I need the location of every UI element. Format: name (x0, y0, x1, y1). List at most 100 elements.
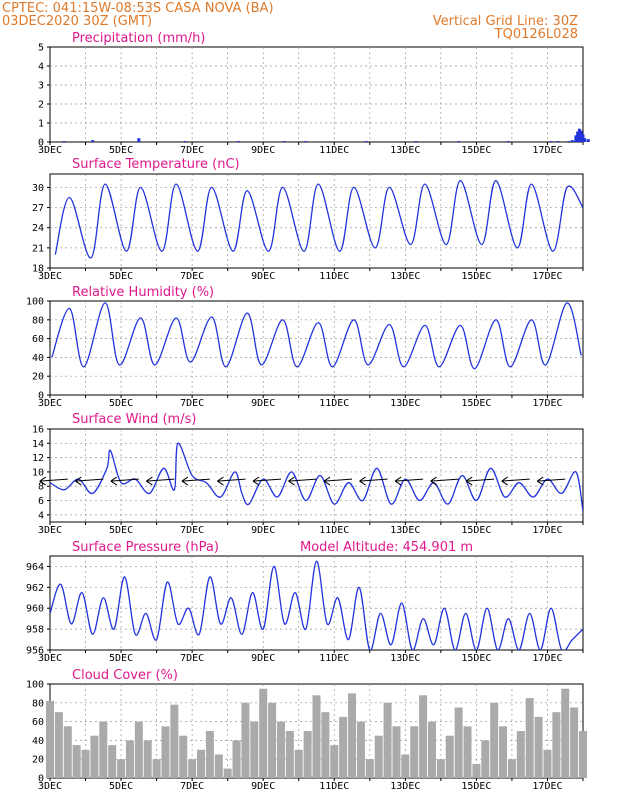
cloud-bar (490, 702, 499, 778)
pres-frame (49, 555, 584, 651)
cloud-bar (383, 702, 392, 778)
wind-ytick-label: 4 (38, 510, 44, 521)
wind-ytick-label: 10 (32, 467, 44, 478)
cloud-bar (72, 745, 81, 778)
cloud-bar (427, 721, 436, 778)
header-grid-line: Vertical Grid Line: 30Z (433, 14, 578, 29)
cloud-bar (99, 721, 108, 778)
cloud-bar (579, 731, 587, 778)
rh-xtick-label: 15DEC (461, 398, 491, 409)
wind-arrow-shaft (466, 478, 495, 482)
wind-arrow-head (465, 476, 473, 486)
wind-arrow-head (536, 476, 544, 486)
wind-arrow-shaft (288, 478, 317, 482)
cloud-bar (54, 712, 63, 778)
wind-xtick-label: 17DEC (532, 525, 562, 536)
temp-title: Surface Temperature (nC) (72, 157, 240, 172)
wind-arrow-head (217, 476, 224, 486)
precip-bar (91, 140, 95, 142)
wind-arrow-head (39, 476, 47, 486)
wind-ytick-label: 12 (32, 453, 44, 464)
wind-xtick-label: 9DEC (251, 525, 275, 536)
cloud-bar (312, 695, 321, 778)
cloud-bar (454, 707, 463, 778)
precip-ytick-label: 2 (38, 100, 44, 111)
temp-xtick-label: 9DEC (251, 271, 275, 282)
header-location: CPTEC: 041:15W-08:53S CASA NOVA (BA) (2, 1, 274, 16)
precip-bar (586, 139, 590, 142)
cloud-bar (188, 759, 197, 778)
cloud-bar (63, 726, 72, 778)
pres-xtick-label: 5DEC (109, 653, 133, 664)
header-run-date: 03DEC2020 30Z (GMT) (2, 14, 152, 29)
precip-bar (576, 131, 580, 142)
temp-ytick-label: 27 (32, 203, 44, 214)
wind-arrow-shaft (217, 478, 246, 482)
rh-xtick-label: 17DEC (532, 398, 562, 409)
wind-arrow-shaft (537, 478, 566, 482)
precip-xtick-label: 3DEC (38, 145, 62, 156)
cloud-bar (401, 754, 410, 778)
wind-arrow-shaft (110, 478, 139, 482)
cloud-bar (445, 735, 454, 778)
temp-ytick-label: 30 (32, 183, 44, 194)
cloud-bar (134, 721, 143, 778)
precip-bar (457, 141, 461, 142)
cloud-bar (161, 726, 170, 778)
cloud-bar (330, 745, 339, 778)
cloud-bar (392, 726, 401, 778)
rh-ytick-label: 0 (38, 391, 44, 402)
precip-bar (364, 141, 368, 142)
cloud-bar (303, 731, 312, 778)
precip-bar (62, 141, 66, 142)
precip-bar (583, 138, 587, 142)
wind-arrow-head (501, 476, 508, 486)
cloud-bar (419, 695, 428, 778)
precip-bar (567, 141, 571, 142)
cloud-bar (410, 726, 419, 778)
cloud-bar (108, 745, 117, 778)
rh-xtick-label: 7DEC (180, 398, 204, 409)
cloud-bar (46, 700, 54, 778)
pres-title: Surface Pressure (hPa) (72, 540, 219, 555)
cloud-bar (179, 735, 188, 778)
cloud-bar (356, 721, 365, 778)
rh-ytick-label: 60 (32, 334, 44, 345)
pres-ytick-label: 958 (26, 625, 44, 636)
wind-arrow-shaft (181, 478, 210, 482)
cloud-ytick-label: 40 (32, 736, 44, 747)
pres-xtick-label: 13DEC (390, 653, 420, 664)
cloud-bar (374, 735, 383, 778)
precip-bar (581, 134, 585, 142)
precip-bar (236, 141, 240, 142)
pres-xtick-label: 3DEC (38, 653, 62, 664)
wind-xtick-label: 7DEC (180, 525, 204, 536)
temp-ytick-label: 21 (32, 243, 44, 254)
rh-frame (49, 300, 584, 396)
precip-bar (549, 141, 553, 142)
header-model: TQ0126L028 (494, 27, 578, 42)
wind-xtick-label: 3DEC (38, 525, 62, 536)
wind-xtick-label: 15DEC (461, 525, 491, 536)
cloud-bar (321, 712, 330, 778)
precip-bar (414, 141, 418, 142)
precip-ytick-label: 3 (38, 81, 44, 92)
wind-arrow-head (323, 476, 331, 486)
pres-ytick-label: 956 (26, 646, 44, 657)
cloud-bar (197, 749, 206, 778)
wind-ytick-label: 6 (38, 496, 44, 507)
cloud-ytick-label: 60 (32, 717, 44, 728)
rh-xtick-label: 9DEC (251, 398, 275, 409)
wind-arrow-head (146, 476, 153, 486)
precip-bar (137, 138, 141, 142)
cloud-bar (117, 759, 126, 778)
cloud-xtick-label: 7DEC (180, 781, 204, 792)
wind-arrow-head (110, 476, 118, 486)
cloud-bar (276, 721, 285, 778)
wind-arrow-head (394, 476, 402, 486)
pres-ytick-label: 964 (26, 562, 44, 573)
wind-arrow-shaft (252, 478, 282, 482)
cloud-bar (499, 726, 508, 778)
wind-ytick-label: 8 (38, 482, 44, 493)
